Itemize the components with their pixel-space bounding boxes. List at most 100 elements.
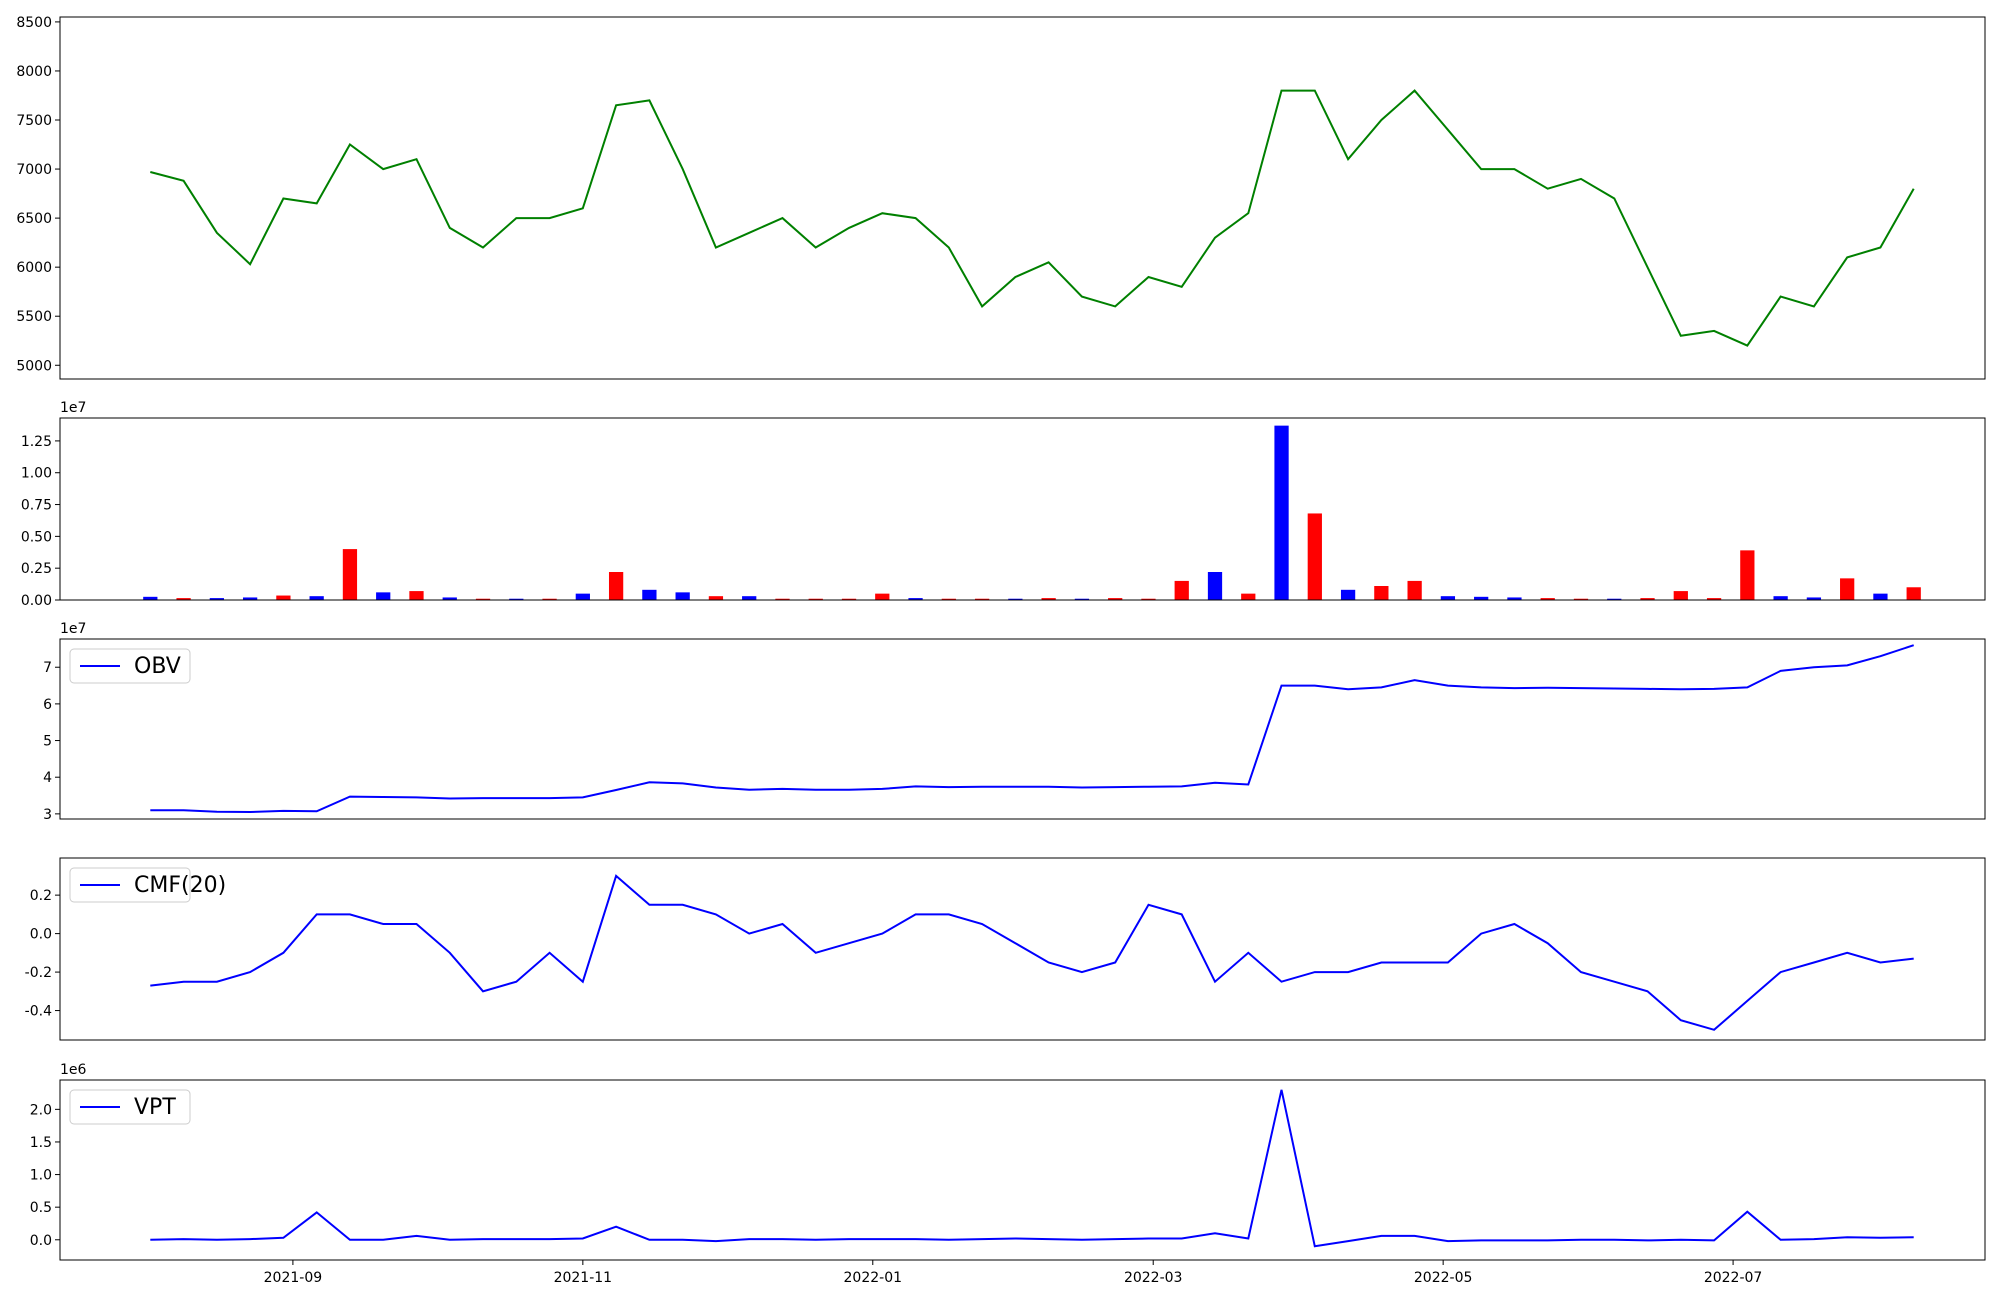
volume-bar xyxy=(1706,598,1722,600)
volume-bar xyxy=(1840,578,1855,600)
axis-offset-label: 1e6 xyxy=(60,1062,87,1078)
line-series xyxy=(150,1089,1914,1248)
axes-frame xyxy=(59,417,1986,601)
volume-bar xyxy=(1906,587,1921,600)
volume-bar xyxy=(1407,580,1422,600)
volume-bar xyxy=(1008,598,1023,600)
x-tick-label: 2021-09 xyxy=(264,1270,323,1286)
legend-box xyxy=(69,867,191,903)
volume-bar xyxy=(708,596,724,600)
volume-bar xyxy=(941,598,956,600)
y-tick-label: 0.00 xyxy=(21,593,52,609)
volume-bar xyxy=(908,598,923,600)
volume-bar xyxy=(1540,598,1555,600)
volume-bar xyxy=(742,596,757,600)
axes-frame xyxy=(59,638,1986,820)
y-tick-label: 7 xyxy=(43,660,52,676)
y-tick-label: 0.0 xyxy=(30,927,52,943)
volume-bar xyxy=(841,598,857,600)
x-tick-label: 2021-11 xyxy=(554,1270,613,1286)
y-tick-label: 6500 xyxy=(16,211,52,227)
volume-bar xyxy=(1640,598,1655,600)
volume-bar xyxy=(1507,597,1522,600)
volume-bar xyxy=(1474,596,1489,600)
volume-bar xyxy=(775,598,790,600)
y-tick-label: 3 xyxy=(43,807,52,823)
volume-bar xyxy=(176,598,191,600)
y-tick-label: 7500 xyxy=(16,113,52,129)
y-tick-label: 1.0 xyxy=(30,1168,52,1184)
volume-bar xyxy=(875,593,890,600)
line-series xyxy=(150,644,1915,814)
line-series xyxy=(150,874,1914,1031)
volume-bar xyxy=(475,598,491,600)
volume-bar xyxy=(808,598,823,600)
volume-bar xyxy=(1307,513,1322,600)
y-tick-label: 1.25 xyxy=(21,434,52,450)
volume-bar xyxy=(974,598,990,600)
volume-bar xyxy=(1607,598,1622,600)
volume-bar xyxy=(1074,598,1090,600)
y-tick-label: 2.0 xyxy=(30,1102,52,1118)
y-tick-label: 8500 xyxy=(16,15,52,31)
volume-bar xyxy=(1041,598,1056,600)
volume-bar xyxy=(1174,580,1189,600)
line-series xyxy=(150,89,1915,347)
volume-bar xyxy=(143,596,158,600)
volume-bar xyxy=(409,591,424,600)
y-tick-label: 6000 xyxy=(16,260,52,276)
y-tick-label: 0.2 xyxy=(30,888,52,904)
y-tick-label: 1.00 xyxy=(21,466,52,482)
y-tick-label: 6 xyxy=(43,697,52,713)
volume-bar xyxy=(376,592,391,600)
y-tick-label: 5 xyxy=(43,734,52,750)
legend-label: OBV xyxy=(134,654,181,679)
volume-bar xyxy=(1241,593,1256,600)
volume-bar xyxy=(1806,597,1822,600)
volume-bar xyxy=(1873,593,1888,600)
x-tick-label: 2022-05 xyxy=(1414,1270,1473,1286)
volume-bar xyxy=(242,597,258,600)
y-tick-label: 4 xyxy=(43,770,52,786)
volume-bar xyxy=(575,593,590,600)
volume-bar xyxy=(442,597,457,600)
y-tick-label: 1.5 xyxy=(30,1135,52,1151)
y-tick-label: 8000 xyxy=(16,64,52,80)
volume-bar xyxy=(342,549,358,600)
y-tick-label: 0.0 xyxy=(30,1233,52,1249)
y-tick-label: 0.5 xyxy=(30,1200,52,1216)
y-tick-label: 5500 xyxy=(16,309,52,325)
volume-bar xyxy=(276,595,291,600)
volume-bar xyxy=(1141,598,1156,600)
volume-bar xyxy=(1773,596,1788,600)
axis-offset-label: 1e7 xyxy=(60,621,86,637)
y-tick-label: 0.50 xyxy=(21,529,52,545)
legend-box xyxy=(69,1089,191,1125)
x-tick-label: 2022-03 xyxy=(1124,1270,1183,1286)
y-tick-label: -0.2 xyxy=(25,965,52,981)
volume-bar xyxy=(1108,598,1123,600)
volume-bar xyxy=(1673,591,1688,600)
legend-label: CMF(20) xyxy=(134,873,226,898)
x-tick-label: 2022-07 xyxy=(1704,1270,1763,1286)
legend-box xyxy=(69,648,191,684)
y-tick-label: 0.75 xyxy=(21,498,52,514)
volume-bar xyxy=(642,589,657,600)
volume-bar xyxy=(1374,586,1389,600)
y-tick-label: 5000 xyxy=(16,358,52,374)
volume-bar xyxy=(1573,598,1589,600)
volume-bar xyxy=(309,596,324,600)
y-tick-label: 0.25 xyxy=(21,561,52,577)
axes-frame xyxy=(59,16,1986,380)
volume-bar xyxy=(1440,596,1456,600)
legend-label: VPT xyxy=(134,1095,176,1120)
y-tick-label: 7000 xyxy=(16,162,52,178)
volume-bar xyxy=(509,598,524,600)
volume-bar xyxy=(608,572,624,600)
volume-bar xyxy=(1274,425,1289,600)
axes-frame xyxy=(59,857,1986,1041)
x-tick-label: 2022-01 xyxy=(844,1270,903,1286)
volume-bar xyxy=(1207,572,1223,600)
y-tick-label: -0.4 xyxy=(25,1004,52,1020)
